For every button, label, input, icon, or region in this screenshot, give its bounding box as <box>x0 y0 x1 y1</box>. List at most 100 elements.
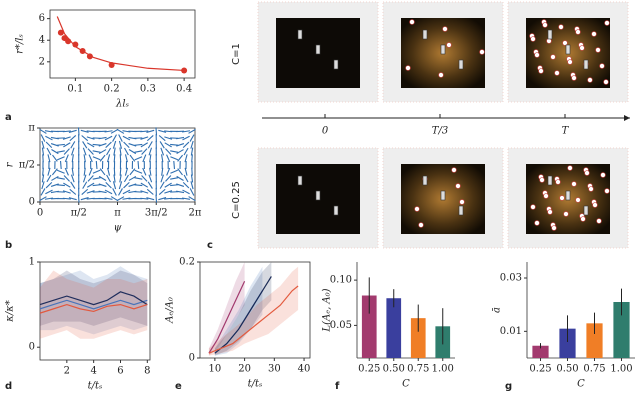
particle <box>595 47 601 53</box>
vector-arrow <box>80 197 89 201</box>
vector-arrow <box>86 136 95 140</box>
x-axis-label: t/tₛ <box>88 381 103 392</box>
vector-arrow <box>140 190 149 194</box>
vector-arrow <box>158 197 167 201</box>
bar <box>613 302 630 358</box>
vector-arrow <box>161 167 164 176</box>
vector-arrow <box>140 182 149 188</box>
vector-arrow <box>170 184 179 187</box>
vector-arrow <box>45 135 53 141</box>
panel-label: d <box>5 381 12 392</box>
x-tick-label: 20 <box>238 364 251 375</box>
x-tick-label: 0.75 <box>407 364 429 375</box>
x-tick-label: 0.2 <box>104 84 120 95</box>
vector-arrow <box>134 150 143 153</box>
vector-arrow <box>189 134 195 142</box>
vector-arrow <box>147 141 153 149</box>
vector-arrow <box>64 154 69 163</box>
robot <box>547 29 553 40</box>
y-tick-label: π <box>28 123 35 134</box>
confidence-band <box>214 262 272 356</box>
vector-arrow <box>44 130 53 133</box>
vector-arrow <box>80 129 89 133</box>
particle <box>579 45 585 51</box>
vector-arrow <box>39 196 47 202</box>
particle <box>571 75 577 81</box>
vector-arrow <box>112 140 117 149</box>
particle <box>405 65 411 71</box>
vector-arrow <box>104 197 113 200</box>
vector-arrow <box>119 167 122 176</box>
vector-arrow <box>122 189 131 195</box>
vector-arrow <box>170 143 179 146</box>
vector-arrow <box>88 167 93 176</box>
panel-label: a <box>5 112 12 123</box>
robot <box>583 59 589 70</box>
x-axis-label: t/tₛ <box>248 379 263 390</box>
vector-arrow <box>122 130 131 133</box>
data-line <box>39 299 148 310</box>
x-tick-label: 1.00 <box>432 364 454 375</box>
particle <box>534 52 540 58</box>
vector-arrow <box>177 168 183 176</box>
vector-arrow <box>81 188 89 195</box>
x-tick-label: 10 <box>208 364 221 375</box>
y-tick-label: 0 <box>29 342 35 353</box>
y-tick-label: 0.2 <box>179 257 195 268</box>
vector-arrow <box>87 148 94 155</box>
x-tick-label: π <box>114 208 121 219</box>
vector-arrow <box>123 174 129 183</box>
x-axis-label: C <box>402 379 410 390</box>
vector-arrow <box>118 140 123 149</box>
particle <box>446 42 452 48</box>
vector-arrow <box>99 154 106 162</box>
particle <box>551 225 557 231</box>
particle <box>550 54 556 60</box>
vector-arrow <box>83 154 86 163</box>
vector-arrow <box>82 147 87 156</box>
robot <box>422 175 428 186</box>
vector-arrow <box>188 196 196 202</box>
panel-label: e <box>175 381 182 392</box>
vector-arrow <box>182 135 190 141</box>
x-tick-label: 0.50 <box>556 364 578 375</box>
y-axis-label: ā <box>492 307 503 313</box>
data-point <box>72 41 79 48</box>
vector-arrow <box>51 149 59 155</box>
vector-arrow <box>69 188 77 195</box>
vector-arrow <box>159 181 165 189</box>
vector-arrow <box>142 154 147 163</box>
vector-arrow <box>98 149 107 155</box>
y-tick-label: 6 <box>39 13 45 24</box>
particle <box>575 29 581 35</box>
particle <box>451 167 457 173</box>
vector-arrow <box>41 181 45 190</box>
confidence-band <box>40 266 148 335</box>
robot <box>315 44 321 55</box>
vector-arrow <box>184 154 188 163</box>
vector-arrow <box>105 181 112 189</box>
vector-arrow <box>113 174 116 183</box>
vector-arrow <box>77 127 80 136</box>
vector-arrow <box>69 135 77 142</box>
vector-arrow <box>86 182 95 188</box>
particle <box>455 183 461 189</box>
vector-arrow <box>123 141 130 149</box>
robot <box>547 175 553 186</box>
vector-arrow <box>99 168 106 176</box>
particle <box>599 63 605 69</box>
x-tick-label: 0.1 <box>67 84 83 95</box>
x-tick-label: 3π/2 <box>145 208 168 219</box>
vector-arrow <box>106 174 111 183</box>
particle <box>409 19 415 25</box>
particle <box>539 177 545 183</box>
vector-arrow <box>158 129 167 133</box>
particle <box>530 36 536 42</box>
robot <box>458 59 464 70</box>
vector-arrow <box>40 188 46 196</box>
x-tick-label: 1.00 <box>610 364 632 375</box>
particle <box>543 193 549 199</box>
vector-arrow <box>190 140 194 149</box>
vector-arrow <box>134 177 143 180</box>
vector-arrow <box>92 177 101 180</box>
